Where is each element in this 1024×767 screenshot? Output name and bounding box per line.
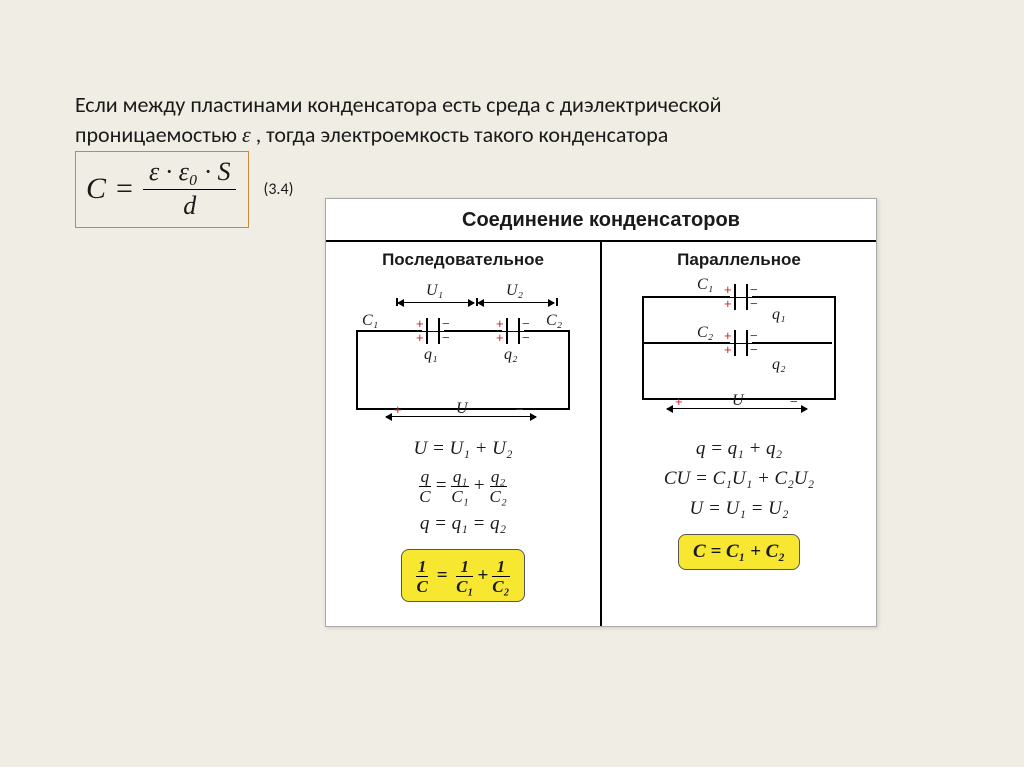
slide: Если между пластинами конденсатора есть … [0, 0, 1024, 667]
minus-icon: − [750, 296, 758, 311]
plus-icon: + [724, 328, 732, 343]
equation-number: (3.4) [263, 180, 293, 199]
minus-icon: − [516, 402, 524, 417]
u2-arrow [478, 302, 554, 303]
plus-icon: + [496, 330, 504, 345]
minus-icon: − [522, 316, 530, 331]
parallel-equations: q = q₁ + q₂ CU = C₁U₁ + C₂U₂ U = U₁ = U₂… [612, 438, 866, 570]
series-eq1: U = U₁ + U₂ [336, 438, 590, 460]
u1-label: U₁ [426, 282, 443, 300]
main-formula-box: C = ε · ε₀ · S d [75, 151, 249, 227]
intro-line2-pre: проницаемостью [75, 121, 237, 148]
parallel-eq3: U = U₁ = U₂ [612, 498, 866, 520]
minus-icon: − [442, 330, 450, 345]
intro-text: Если между пластинами конденсатора есть … [75, 90, 949, 149]
formula-denominator: d [177, 192, 202, 221]
parallel-column: Параллельное + + − − [600, 242, 876, 626]
epsilon-symbol: ε [242, 122, 251, 147]
series-eq2: qC = q₁C₁ + q₂C₂ [336, 468, 590, 505]
formula-numerator: ε · ε₀ · S [143, 158, 237, 187]
q2-label: q₂ [504, 346, 518, 364]
parallel-final-formula: C = C₁ + C₂ [678, 534, 800, 570]
series-loop [356, 330, 570, 410]
q1-label: q₁ [424, 346, 438, 364]
parallel-loop-outer [642, 296, 836, 400]
c1-label: C₁ [697, 276, 713, 294]
series-equations: U = U₁ + U₂ qC = q₁C₁ + q₂C₂ q = q₁ = q₂… [336, 438, 590, 602]
u2-label: U₂ [506, 282, 523, 300]
c1-label: C₁ [362, 312, 378, 330]
minus-icon: − [750, 282, 758, 297]
formula-equals: = [116, 172, 133, 206]
plus-icon: + [724, 296, 732, 311]
series-column: Последовательное U₁ U₂ + [326, 242, 600, 626]
minus-icon: − [790, 394, 798, 409]
q1-label: q₁ [772, 306, 786, 324]
intro-line1: Если между пластинами конденсатора есть … [75, 91, 722, 118]
capacitor-connection-figure: Соединение конденсаторов Последовательно… [325, 198, 877, 627]
formula-fraction: ε · ε₀ · S d [143, 158, 237, 220]
plus-icon: + [416, 330, 424, 345]
figure-title: Соединение конденсаторов [326, 199, 876, 242]
fraction-bar [143, 189, 237, 190]
minus-icon: − [522, 330, 530, 345]
minus-icon: − [442, 316, 450, 331]
formula-lhs: C [86, 172, 106, 206]
c2-label: C₂ [697, 324, 713, 342]
minus-icon: − [750, 342, 758, 357]
u-label: U [732, 392, 744, 410]
c2-label: C₂ [546, 312, 562, 330]
plus-icon: + [724, 342, 732, 357]
q2-label: q₂ [772, 356, 786, 374]
u-label: U [456, 400, 468, 418]
parallel-eq1: q = q₁ + q₂ [612, 438, 866, 460]
u1-arrow [398, 302, 474, 303]
series-title: Последовательное [336, 250, 590, 270]
series-final-formula: 1C = 1C₁ + 1C₂ [401, 549, 524, 602]
minus-icon: − [750, 328, 758, 343]
figure-columns: Последовательное U₁ U₂ + [326, 242, 876, 626]
parallel-final: C = C₁ + C₂ [612, 528, 866, 570]
intro-line2-post: , тогда электроемкость такого конденсато… [256, 121, 669, 148]
plus-icon: + [496, 316, 504, 331]
plus-icon: + [394, 402, 402, 417]
series-final: 1C = 1C₁ + 1C₂ [336, 543, 590, 602]
plus-icon: + [724, 282, 732, 297]
parallel-title: Параллельное [612, 250, 866, 270]
parallel-eq2: CU = C₁U₁ + C₂U₂ [612, 468, 866, 490]
parallel-diagram: + + − − + + − − C₁ C₂ q₁ q₂ [612, 278, 866, 428]
plus-icon: + [675, 394, 683, 409]
series-eq3: q = q₁ = q₂ [336, 513, 590, 535]
series-diagram: U₁ U₂ + + − − + + − − [336, 278, 590, 428]
plus-icon: + [416, 316, 424, 331]
